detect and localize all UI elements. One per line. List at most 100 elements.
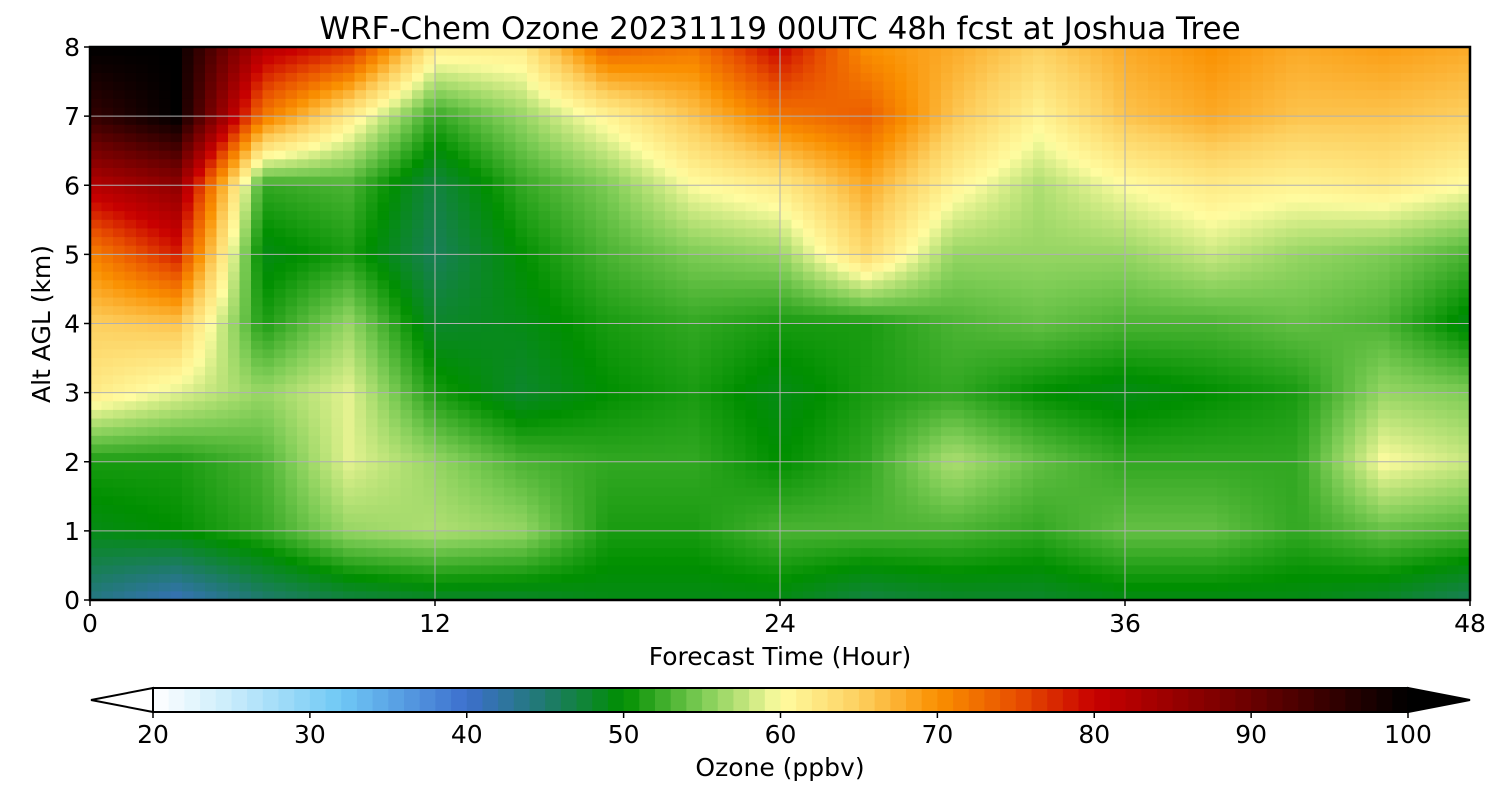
heatmap-cell xyxy=(170,323,183,333)
heatmap-cell xyxy=(1136,237,1149,247)
heatmap-cell xyxy=(849,332,862,342)
heatmap-cell xyxy=(1205,349,1218,359)
heatmap-cell xyxy=(596,245,609,255)
heatmap-cell xyxy=(239,332,252,342)
heatmap-cell xyxy=(1366,159,1379,169)
heatmap-cell xyxy=(941,271,954,281)
heatmap-cell xyxy=(1343,81,1356,91)
heatmap-cell xyxy=(1125,167,1138,178)
heatmap-cell xyxy=(860,375,873,385)
heatmap-cell xyxy=(1435,263,1448,273)
heatmap-cell xyxy=(1332,202,1345,212)
heatmap-cell xyxy=(1332,228,1345,238)
heatmap-cell xyxy=(906,72,919,83)
heatmap-cell xyxy=(1056,98,1069,109)
heatmap-cell xyxy=(1309,219,1322,230)
heatmap-cell xyxy=(1171,202,1184,212)
heatmap-cell xyxy=(1320,314,1333,325)
heatmap-cell xyxy=(354,124,367,135)
heatmap-cell xyxy=(159,332,172,342)
heatmap-cell xyxy=(998,133,1011,143)
heatmap-cell xyxy=(722,349,735,359)
heatmap-cell xyxy=(860,211,873,221)
heatmap-cell xyxy=(527,263,540,273)
heatmap-cell xyxy=(216,193,229,204)
heatmap-cell xyxy=(699,211,712,221)
heatmap-cell xyxy=(1148,280,1161,290)
heatmap-cell xyxy=(320,306,333,316)
heatmap-cell xyxy=(308,176,321,186)
heatmap-cell xyxy=(90,392,103,402)
heatmap-cell xyxy=(262,107,275,117)
heatmap-cell xyxy=(366,254,379,264)
heatmap-cell xyxy=(1125,340,1138,351)
heatmap-cell xyxy=(1228,263,1241,273)
heatmap-cell xyxy=(1228,55,1241,65)
heatmap-cell xyxy=(527,340,540,351)
heatmap-cell xyxy=(699,167,712,178)
heatmap-cell xyxy=(711,245,724,255)
heatmap-cell xyxy=(1378,323,1391,333)
heatmap-cell xyxy=(1332,107,1345,117)
heatmap-cell xyxy=(987,167,1000,178)
heatmap-cell xyxy=(1113,202,1126,212)
heatmap-cell xyxy=(814,133,827,143)
heatmap-cell xyxy=(297,167,310,178)
heatmap-cell xyxy=(101,392,114,402)
heatmap-cell xyxy=(515,358,528,368)
heatmap-cell xyxy=(1090,98,1103,109)
heatmap-cell xyxy=(987,323,1000,333)
heatmap-cell xyxy=(1286,358,1299,368)
heatmap-cell xyxy=(159,107,172,117)
heatmap-cell xyxy=(515,47,528,57)
heatmap-cell xyxy=(492,47,505,57)
heatmap-cell xyxy=(619,392,632,402)
heatmap-cell xyxy=(1401,47,1414,57)
heatmap-cell xyxy=(1343,237,1356,247)
heatmap-cell xyxy=(205,254,218,264)
heatmap-cell xyxy=(527,167,540,178)
heatmap-cell xyxy=(182,90,195,100)
heatmap-cell xyxy=(354,323,367,333)
heatmap-cell xyxy=(113,401,126,411)
heatmap-cell xyxy=(814,297,827,307)
heatmap-cell xyxy=(596,193,609,204)
heatmap-cell xyxy=(860,323,873,333)
heatmap-cell xyxy=(481,124,494,135)
heatmap-cell xyxy=(757,306,770,316)
heatmap-cell xyxy=(734,401,747,411)
heatmap-cell xyxy=(274,202,287,212)
heatmap-cell xyxy=(90,150,103,160)
heatmap-cell xyxy=(124,176,137,186)
heatmap-cell xyxy=(1297,392,1310,402)
heatmap-cell xyxy=(757,323,770,333)
heatmap-cell xyxy=(1079,47,1092,57)
heatmap-cell xyxy=(1355,271,1368,281)
heatmap-cell xyxy=(906,228,919,238)
heatmap-cell xyxy=(262,142,275,152)
heatmap-cell xyxy=(573,219,586,230)
heatmap-cell xyxy=(435,288,448,299)
heatmap-cell xyxy=(124,237,137,247)
heatmap-cell xyxy=(1113,271,1126,281)
heatmap-cell xyxy=(446,55,459,65)
heatmap-cell xyxy=(1389,90,1402,100)
heatmap-cell xyxy=(699,159,712,169)
heatmap-cell xyxy=(550,263,563,273)
heatmap-cell xyxy=(1389,107,1402,117)
heatmap-cell xyxy=(389,366,402,376)
heatmap-cell xyxy=(1136,133,1149,143)
heatmap-cell xyxy=(826,142,839,152)
heatmap-cell xyxy=(1274,72,1287,83)
heatmap-cell xyxy=(596,90,609,100)
heatmap-cell xyxy=(1205,124,1218,135)
heatmap-cell xyxy=(573,254,586,264)
heatmap-cell xyxy=(400,81,413,91)
heatmap-cell xyxy=(170,81,183,91)
heatmap-cell xyxy=(113,358,126,368)
heatmap-cell xyxy=(826,314,839,325)
heatmap-cell xyxy=(1056,185,1069,195)
heatmap-cell xyxy=(1194,133,1207,143)
heatmap-cell xyxy=(630,358,643,368)
heatmap-cell xyxy=(458,142,471,152)
